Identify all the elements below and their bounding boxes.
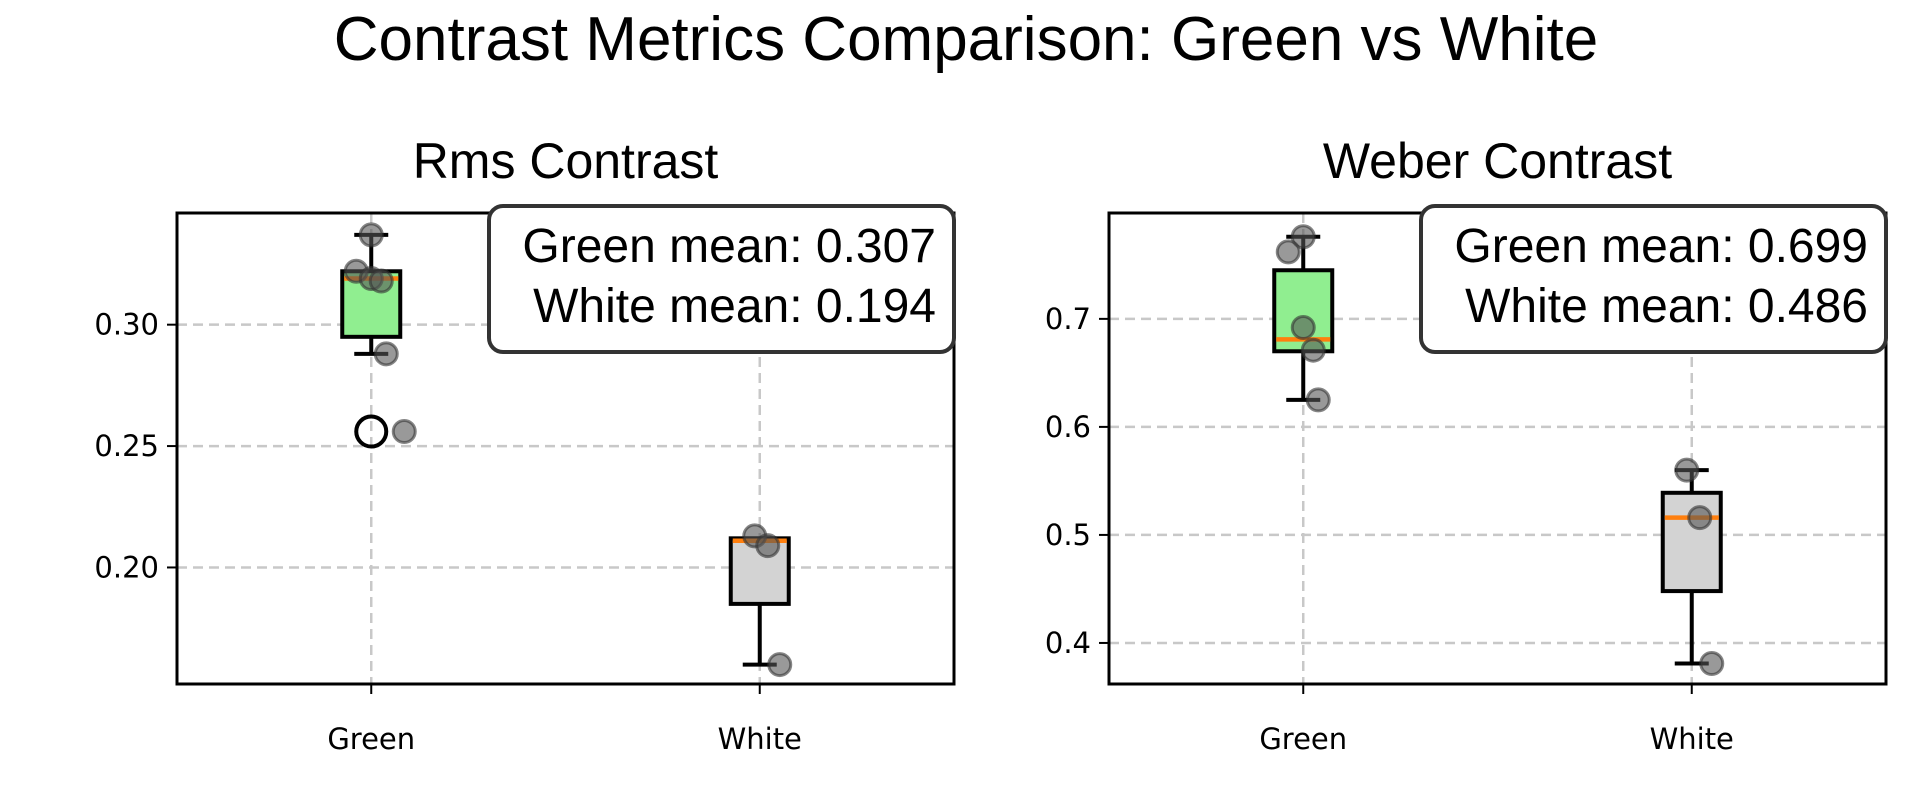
data-point: [368, 268, 394, 294]
data-point: [1674, 457, 1700, 483]
outlier-marker: [354, 414, 389, 449]
mean-annotation: Green mean: 0.307 White mean: 0.194: [487, 204, 956, 354]
y-tick-label: 0.20: [94, 550, 159, 584]
annotation-box: [487, 204, 956, 354]
box-green: [340, 222, 417, 449]
x-tick-label: White: [718, 722, 802, 756]
data-point: [391, 419, 417, 445]
annotation-line: White mean: 0.194: [533, 280, 936, 333]
box-green: [1272, 224, 1335, 413]
figure-title: Contrast Metrics Comparison: Green vs Wh…: [334, 5, 1599, 74]
data-point: [1275, 239, 1301, 265]
x-tick-label: Green: [1259, 722, 1347, 756]
data-point: [1290, 224, 1316, 250]
y-tick-label: 0.25: [94, 429, 159, 463]
box-white: [728, 523, 793, 678]
y-tick-label: 0.30: [94, 308, 159, 342]
data-point: [1305, 387, 1331, 413]
panel-weber-contrast: Weber Contrast 0.4 0.5 0.6 0.7 Green White Gree…: [1045, 133, 1888, 756]
annotation-box: [1419, 204, 1888, 354]
y-tick-label: 0.4: [1045, 626, 1091, 660]
x-tick-label: Green: [327, 722, 415, 756]
y-tick-label: 0.6: [1045, 410, 1091, 444]
box-white: [1660, 457, 1725, 676]
panel-title: Weber Contrast: [1323, 133, 1672, 189]
panel-rms-contrast: Rms Contrast 0.20 0.25 0.30 Green White Green …: [94, 133, 956, 756]
box-iqr: [1660, 490, 1723, 594]
data-point: [1300, 337, 1326, 363]
y-tick-label: 0.7: [1045, 302, 1091, 336]
data-point: [755, 533, 781, 559]
annotation-line: White mean: 0.486: [1465, 280, 1868, 333]
x-tick-label: White: [1650, 722, 1734, 756]
y-tick-label: 0.5: [1045, 518, 1091, 552]
data-point: [1687, 505, 1713, 531]
data-point: [1699, 650, 1725, 676]
data-point: [373, 341, 399, 367]
data-point: [358, 222, 384, 248]
mean-annotation: Green mean: 0.699 White mean: 0.486: [1419, 204, 1888, 354]
panel-title: Rms Contrast: [413, 133, 719, 189]
data-point: [1290, 315, 1316, 341]
annotation-line: Green mean: 0.307: [522, 220, 936, 273]
data-point: [767, 652, 793, 678]
annotation-line: Green mean: 0.699: [1454, 220, 1868, 273]
